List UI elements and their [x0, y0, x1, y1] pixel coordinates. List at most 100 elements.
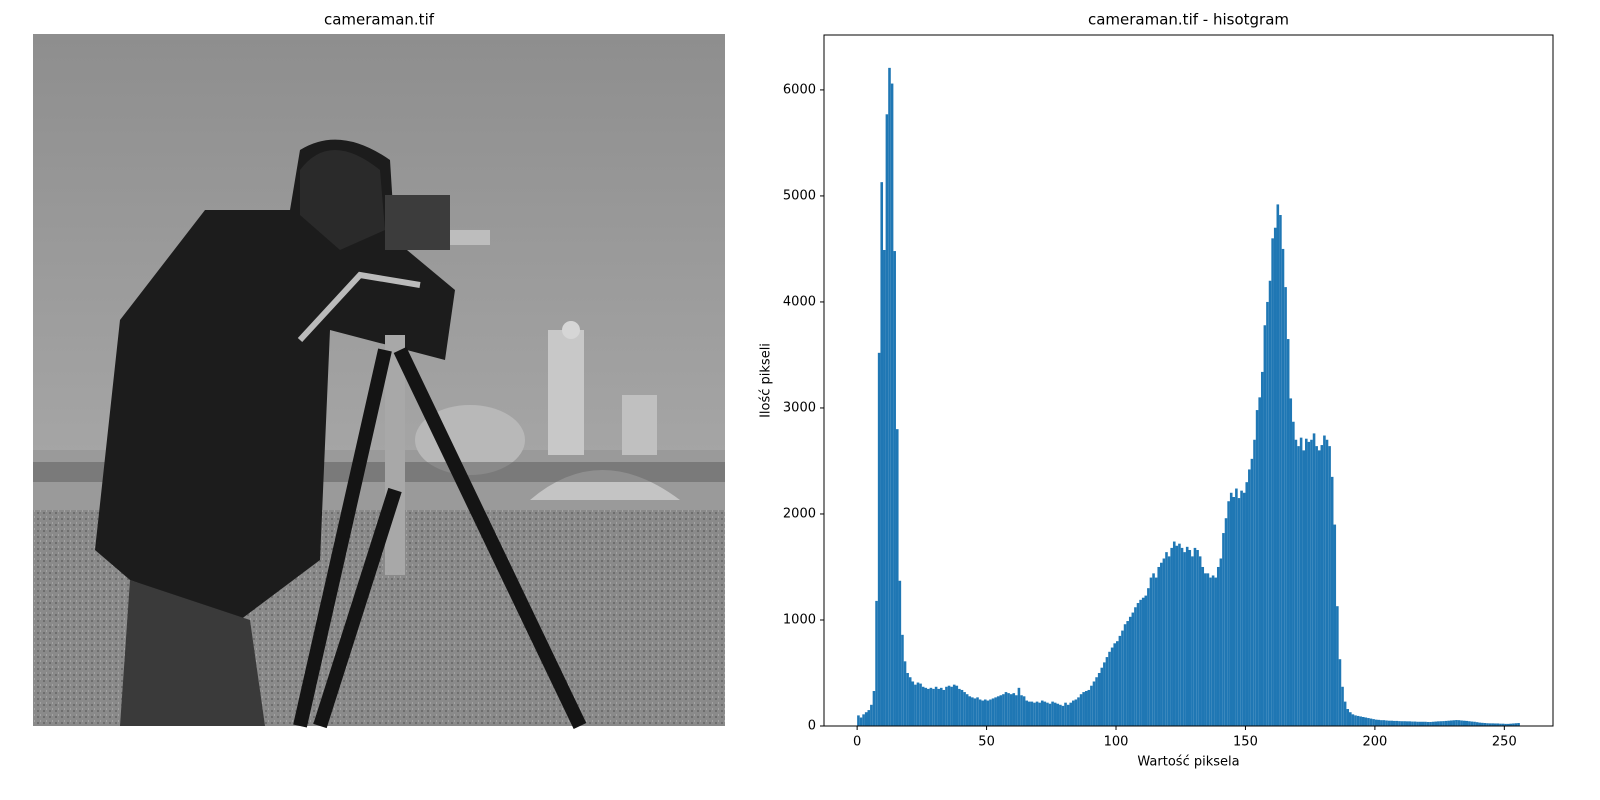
- histogram-bar: [1053, 702, 1057, 726]
- histogram-bar: [1253, 439, 1256, 726]
- histogram-bar: [1442, 721, 1445, 726]
- histogram-bar: [1470, 721, 1474, 726]
- histogram-bar: [906, 672, 909, 726]
- histogram-bar: [870, 704, 873, 726]
- histogram-bar: [1312, 433, 1316, 726]
- histogram-bar: [1204, 573, 1207, 726]
- histogram-bar: [1346, 709, 1350, 726]
- histogram-bar: [1211, 575, 1215, 726]
- histogram-bar: [1240, 490, 1243, 726]
- histogram-bar: [1082, 692, 1085, 726]
- histogram-bar: [1105, 657, 1109, 726]
- x-tick-label: 250: [1492, 735, 1517, 750]
- histogram-bar: [965, 694, 969, 726]
- histogram-bar: [986, 700, 990, 726]
- histogram-bar: [1022, 696, 1026, 726]
- histogram-bar: [872, 691, 876, 726]
- histogram-bar: [1090, 685, 1093, 726]
- histogram-bar: [1462, 720, 1466, 726]
- histogram-bar: [1077, 697, 1080, 726]
- histogram-bar: [875, 600, 878, 726]
- histogram-bar: [1382, 720, 1386, 726]
- histogram-bar: [1292, 421, 1295, 726]
- histogram-bar: [1095, 677, 1098, 726]
- histogram-bar: [888, 67, 891, 726]
- histogram-bar: [1289, 398, 1293, 726]
- histogram-bar: [1123, 624, 1127, 726]
- histogram-bar: [1299, 437, 1303, 726]
- x-tick-label: 150: [1233, 735, 1258, 750]
- histogram-bar: [895, 429, 899, 726]
- histogram-bar: [1020, 695, 1023, 726]
- histogram-bar: [1359, 716, 1362, 726]
- histogram-bar: [1297, 446, 1300, 726]
- histogram-bar: [1038, 702, 1041, 726]
- histogram-bar: [1499, 723, 1502, 726]
- histogram-bar: [1493, 723, 1497, 726]
- histogram-bar: [1338, 659, 1342, 726]
- histogram-bar: [947, 685, 951, 726]
- histogram-bar: [1286, 339, 1290, 726]
- histogram-bar: [1475, 722, 1479, 726]
- histogram-bar: [1509, 723, 1513, 726]
- y-tick-label: 0: [808, 719, 816, 734]
- histogram-bar: [1035, 701, 1039, 726]
- histogram-bar: [924, 687, 928, 726]
- histogram-bar: [1333, 524, 1337, 726]
- histogram-bar: [934, 686, 938, 726]
- histogram-bar: [1276, 204, 1280, 727]
- histogram-bar: [1198, 556, 1202, 726]
- histogram-bar: [1302, 450, 1305, 726]
- histogram-bar: [890, 83, 894, 727]
- histogram-bar: [1072, 700, 1075, 726]
- histogram-bar: [1367, 718, 1370, 726]
- histogram-bar: [1216, 566, 1220, 726]
- histogram-bar: [989, 699, 992, 726]
- histogram-bar: [1009, 694, 1013, 726]
- histogram-bar: [883, 249, 886, 726]
- x-tick-label: 50: [978, 735, 995, 750]
- histogram-bar: [880, 182, 884, 727]
- histogram-bar: [1398, 721, 1401, 726]
- histogram-bar: [1281, 248, 1285, 727]
- histogram-bar: [914, 684, 917, 726]
- histogram-bar: [1364, 717, 1368, 726]
- histogram-bar: [973, 698, 977, 726]
- histogram-bar: [1178, 543, 1181, 726]
- histogram-bar: [1235, 488, 1238, 726]
- histogram-bar: [1273, 227, 1277, 727]
- histogram-bar: [1418, 721, 1422, 726]
- histogram-bar: [1152, 573, 1155, 726]
- histogram-bar: [1237, 498, 1241, 726]
- histogram-bar: [1323, 435, 1326, 726]
- histogram-bar: [1341, 686, 1344, 726]
- histogram-bar: [1465, 720, 1469, 726]
- histogram-bar: [1421, 721, 1425, 726]
- histogram-bar: [1224, 518, 1228, 726]
- histogram-bar: [1193, 547, 1197, 726]
- histogram-bar: [1405, 721, 1409, 726]
- histogram-bar: [1245, 482, 1249, 726]
- histogram-bar: [999, 695, 1003, 726]
- histogram-bar: [862, 714, 865, 726]
- histogram-bar: [1486, 723, 1489, 726]
- y-tick-label: 4000: [783, 294, 816, 309]
- histogram-bar: [1457, 720, 1461, 726]
- x-tick-label: 200: [1362, 735, 1387, 750]
- histogram-bar: [1214, 577, 1217, 726]
- histogram-bar: [1079, 694, 1083, 726]
- histogram-bar: [1426, 721, 1430, 726]
- image-title: cameraman.tif: [324, 11, 435, 29]
- histogram-bar: [927, 688, 930, 726]
- histogram-bar: [1266, 301, 1269, 726]
- histogram-bar: [1413, 721, 1417, 726]
- histogram-bar: [1478, 722, 1482, 726]
- histogram-bar: [1015, 695, 1018, 726]
- histogram-bar: [1180, 547, 1184, 726]
- histogram-bar: [1191, 556, 1194, 726]
- histogram-bar: [963, 692, 966, 726]
- histogram-bar: [916, 682, 920, 726]
- histogram-bar: [1255, 410, 1259, 726]
- histogram-bar: [1449, 720, 1453, 726]
- histogram-bar: [1488, 723, 1492, 726]
